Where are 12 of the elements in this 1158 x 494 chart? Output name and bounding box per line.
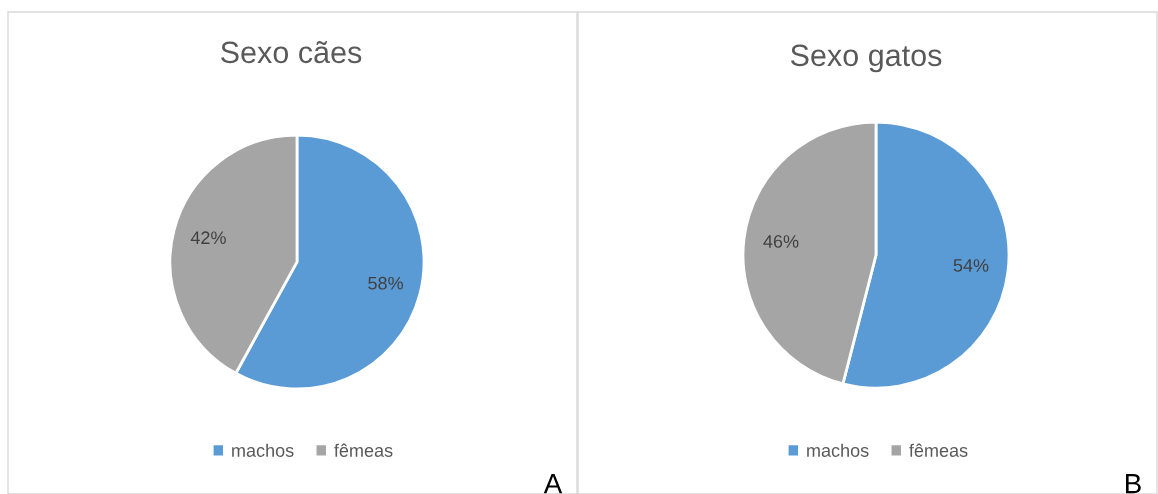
data-label: 46% [763,235,799,248]
chart-title: Sexo cães [221,40,362,64]
text: B [1126,474,1141,494]
data-label: 42% [190,231,226,245]
data-label: 58% [368,276,403,290]
chart-title: Sexo gatos [790,44,942,73]
legend-label: machos [232,443,294,457]
legend-label: machos [807,443,869,457]
legend-label: fêmeas [334,443,393,457]
text: A [543,474,563,494]
data-label: 54% [953,259,989,272]
legend-label: fêmeas [909,443,968,457]
